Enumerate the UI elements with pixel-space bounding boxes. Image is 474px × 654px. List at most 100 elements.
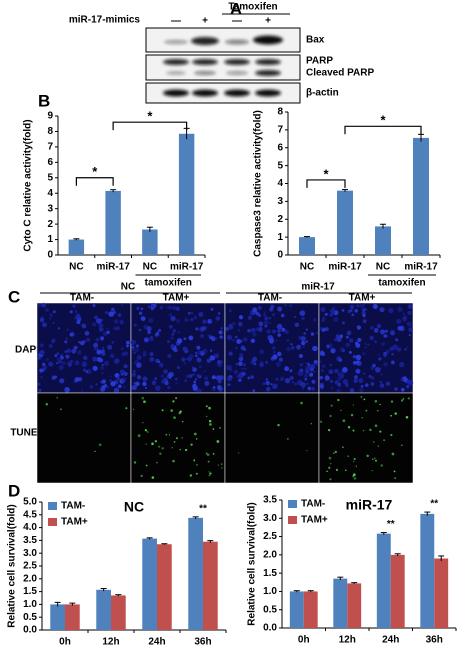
cell-dot (380, 464, 384, 467)
x-tick-label: 0h (59, 637, 71, 648)
cell-dot (172, 459, 175, 463)
cell-dot (265, 386, 271, 392)
cell-dot (56, 352, 59, 355)
x-tick-label: miR-17 (96, 262, 130, 273)
column-label: TAM- (258, 293, 282, 304)
row-label: TUNEL (10, 428, 43, 439)
cell-dot (61, 361, 66, 365)
cell-dot (168, 313, 173, 317)
cell-dot (113, 319, 119, 324)
cell-dot (194, 378, 198, 381)
cell-dot (200, 334, 205, 338)
cell-dot (243, 348, 247, 351)
cell-dot (379, 430, 382, 433)
cell-dot (328, 456, 332, 460)
cell-dot (187, 311, 191, 315)
microscopy-panel: C NC miR-17 TAM- TAM+ TAM- TAM+ DAPI TUN… (8, 282, 414, 484)
cell-dot (253, 309, 258, 315)
cell-dot (259, 349, 265, 355)
cell-dot (286, 338, 290, 342)
cell-dot (101, 371, 104, 375)
cell-dot (232, 338, 235, 342)
cell-dot (265, 360, 268, 364)
significance-label: ** (430, 499, 438, 510)
cell-dot (170, 409, 174, 412)
cell-dot (360, 384, 364, 388)
cell-dot (96, 349, 102, 355)
cell-dot (123, 386, 126, 389)
panel-label: D (8, 481, 20, 500)
cell-dot (272, 383, 278, 389)
cell-dot (144, 429, 148, 432)
cell-dot (45, 357, 49, 362)
cell-dot (319, 360, 323, 363)
cell-dot (235, 347, 238, 350)
cell-dot (394, 477, 397, 479)
cell-dot (193, 459, 196, 462)
cell-dot (146, 430, 149, 433)
cell-dot (98, 443, 102, 447)
cell-dot (170, 336, 174, 340)
cell-dot (216, 384, 222, 391)
cell-dot (192, 367, 197, 372)
cell-dot (364, 346, 367, 349)
y-tick-label: 1 (277, 232, 283, 243)
cell-dot (136, 354, 142, 361)
y-tick-label: 3 (47, 203, 53, 214)
image-background (318, 392, 414, 484)
cell-dot (229, 368, 233, 372)
cell-dot (96, 318, 102, 324)
cell-dot (272, 329, 276, 334)
cell-dot (379, 307, 385, 313)
cell-dot (195, 327, 199, 331)
cell-dot (190, 443, 193, 446)
cell-dot (166, 373, 172, 379)
cell-dot (92, 303, 96, 308)
cell-dot (58, 364, 64, 371)
cell-dot (106, 330, 110, 335)
cell-dot (64, 350, 68, 353)
cell-dot (198, 365, 202, 369)
cell-dot (300, 336, 306, 342)
cell-dot (151, 380, 157, 386)
cell-dot (56, 397, 58, 399)
cell-dot (319, 375, 323, 380)
cell-dot (301, 316, 305, 321)
cell-dot (335, 468, 338, 471)
cell-dot (138, 328, 142, 332)
cell-dot (390, 433, 393, 437)
cell-dot (374, 399, 378, 403)
cell-dot (374, 367, 381, 373)
significance-label: * (380, 113, 386, 128)
y-tick-label: 7 (47, 142, 53, 153)
cell-dot (408, 327, 413, 333)
cell-dot (298, 353, 304, 359)
cell-dot (328, 429, 331, 432)
column-label: TAM- (70, 293, 94, 304)
cell-dot (401, 444, 403, 447)
y-tick-label: 0.0 (23, 625, 37, 636)
cell-dot (183, 361, 187, 365)
cell-dot (171, 305, 177, 311)
cell-dot (334, 368, 339, 374)
cell-dot (289, 369, 293, 373)
cell-dot (262, 382, 266, 385)
cell-dot (306, 449, 308, 452)
cell-dot (227, 334, 233, 341)
cell-dot (352, 354, 357, 359)
x-tick-label: 36h (426, 635, 443, 646)
y-tick-label: 1.0 (263, 586, 277, 597)
cell-dot (113, 327, 117, 331)
cell-dot (358, 378, 364, 384)
cell-dot (208, 471, 210, 473)
cell-dot (238, 378, 242, 382)
cell-dot (171, 332, 175, 336)
cell-dot (187, 356, 193, 362)
cell-dot (237, 329, 241, 332)
cell-dot (99, 336, 105, 341)
cell-dot (406, 345, 409, 349)
cell-dot (385, 381, 391, 386)
cell-dot (283, 303, 287, 307)
cell-dot (392, 344, 398, 350)
cell-dot (123, 371, 128, 377)
